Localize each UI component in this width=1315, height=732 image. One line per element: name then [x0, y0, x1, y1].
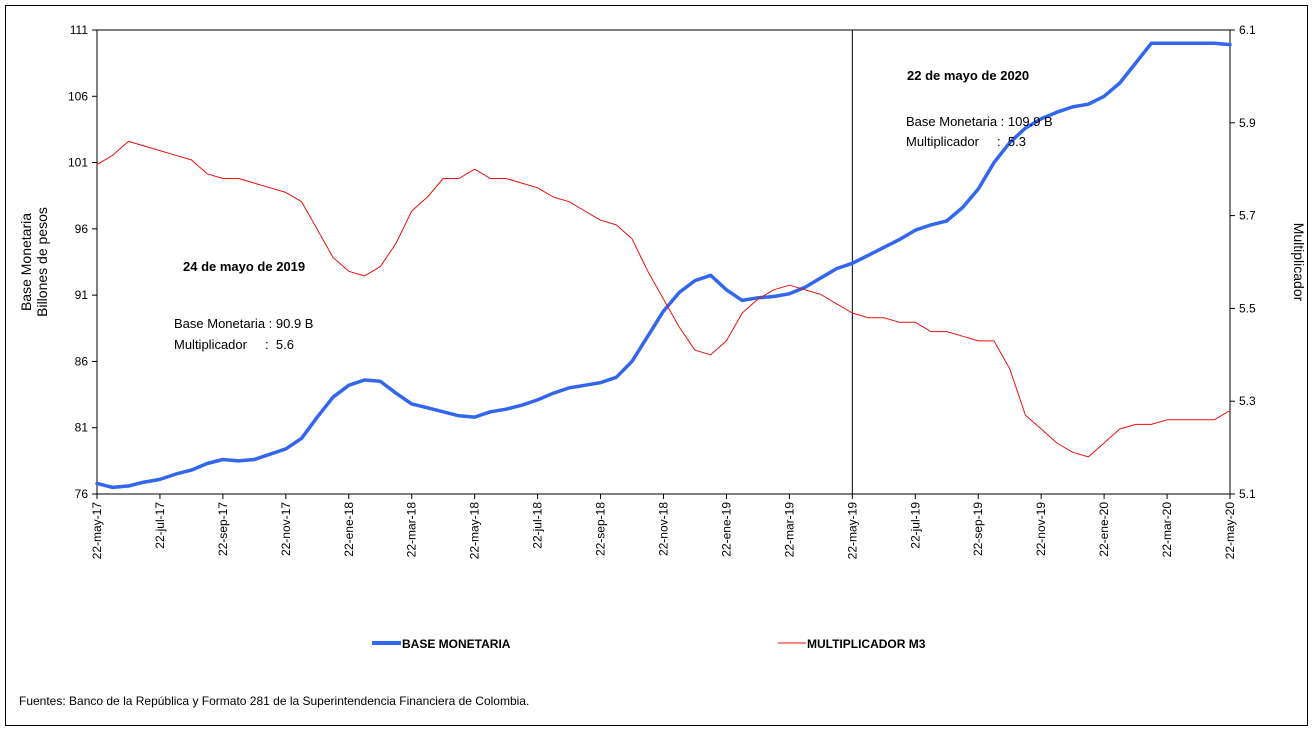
series-group	[95, 41, 1232, 490]
y-right-tick-label: 5.7	[1239, 209, 1256, 223]
x-tick-label: 22-jul-18	[531, 502, 545, 549]
annotation-2020-line2: Multiplicador : 5.3	[906, 134, 1026, 149]
annotation-2020-line1: Base Monetaria : 109.9 B	[906, 114, 1053, 129]
y-right-tick-label: 5.3	[1239, 394, 1256, 408]
series-line-base-monetaria	[95, 41, 1232, 490]
annotation-2019-title: 24 de mayo de 2019	[183, 259, 305, 274]
x-tick-label: 22-may-20	[1223, 502, 1237, 560]
x-tick-label: 22-sep-18	[594, 502, 608, 556]
y-left-tick-label: 81	[75, 421, 89, 435]
legend-base-monetaria-label: BASE MONETARIA	[402, 637, 511, 651]
x-tick-label: 22-may-18	[468, 502, 482, 560]
x-tick-label: 22-nov-17	[279, 502, 293, 556]
y-right-tick-label: 5.1	[1239, 487, 1256, 501]
x-tick-label: 22-ene-18	[342, 502, 356, 557]
right-axis-ticks: 6.1 5.9 5.7 5.5 5.3 5.1	[1230, 23, 1256, 501]
y-left-tick-label: 106	[68, 89, 88, 103]
source-note: Fuentes: Banco de la República y Formato…	[19, 694, 529, 708]
annotation-2019-line2: Multiplicador : 5.6	[174, 337, 294, 352]
x-tick-label: 22-mar-19	[782, 502, 796, 558]
x-tick-label: 22-may-17	[90, 502, 104, 560]
y-left-tick-label: 86	[75, 354, 89, 368]
y-right-tick-label: 5.9	[1239, 116, 1256, 130]
y-left-tick-label: 76	[75, 487, 89, 501]
legend-multiplicador-label: MULTIPLICADOR M3	[807, 637, 926, 651]
x-tick-label: 22-jul-19	[908, 502, 922, 549]
y-left-tick-label: 91	[75, 288, 89, 302]
x-tick-label: 22-jul-17	[153, 502, 167, 549]
left-axis-ticks: 111 106 101 96 91 86 81 76	[68, 23, 97, 501]
x-tick-label: 22-mar-18	[405, 502, 419, 558]
x-tick-label: 22-ene-19	[719, 502, 733, 557]
y-left-tick-label: 96	[75, 222, 89, 236]
annotation-2020-title: 22 de mayo de 2020	[907, 68, 1029, 83]
y-left-tick-label: 111	[70, 23, 89, 37]
x-tick-label: 22-sep-19	[971, 502, 985, 556]
y-right-tick-label: 5.5	[1239, 301, 1256, 315]
x-tick-label: 22-ene-20	[1097, 502, 1111, 557]
x-axis-ticks: 22-may-17 22-jul-17 22-sep-17 22-nov-17 22-e…	[90, 494, 1237, 559]
y-left-tick-label: 101	[68, 156, 88, 170]
chart-frame	[5, 5, 1308, 726]
series-line-multiplicador-m3	[96, 140, 1231, 458]
y-right-title: Multiplicador	[1291, 223, 1307, 302]
annotation-2019-line1: Base Monetaria : 90.9 B	[174, 316, 313, 331]
x-tick-label: 22-sep-17	[216, 502, 230, 556]
x-tick-label: 22-nov-18	[657, 502, 671, 556]
y-right-tick-label: 6.1	[1239, 23, 1256, 37]
x-tick-label: 22-nov-19	[1034, 502, 1048, 556]
x-tick-label: 22-mar-20	[1160, 502, 1174, 558]
x-tick-label: 22-may-19	[845, 502, 859, 560]
y-left-title-line1: Base Monetaria	[18, 213, 34, 311]
y-left-title-line2: Billones de pesos	[34, 207, 50, 317]
